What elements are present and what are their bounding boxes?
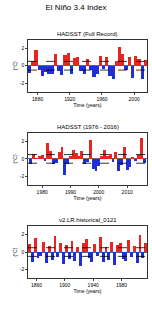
svg-text:2: 2 xyxy=(21,138,24,144)
svg-text:-2: -2 xyxy=(20,266,25,272)
svg-text:1990: 1990 xyxy=(65,189,76,195)
svg-text:(°C): (°C) xyxy=(12,61,18,70)
svg-text:(°C): (°C) xyxy=(12,154,18,163)
svg-text:0: 0 xyxy=(21,249,24,255)
svg-text:Time (years): Time (years) xyxy=(74,195,102,201)
svg-text:1980: 1980 xyxy=(37,189,48,195)
svg-text:0: 0 xyxy=(21,62,24,68)
svg-text:(°C): (°C) xyxy=(12,247,18,256)
svg-text:HADSST (1976 - 2016): HADSST (1976 - 2016) xyxy=(57,124,119,130)
svg-text:-2: -2 xyxy=(20,173,25,179)
svg-text:El Niño 3.4 Index: El Niño 3.4 Index xyxy=(46,3,107,12)
svg-text:-2: -2 xyxy=(20,80,25,86)
svg-text:2: 2 xyxy=(21,45,24,51)
svg-text:HADSST (Full Record): HADSST (Full Record) xyxy=(57,31,118,37)
svg-text:2: 2 xyxy=(21,231,24,237)
svg-text:1920: 1920 xyxy=(64,96,75,102)
svg-text:1880: 1880 xyxy=(32,96,43,102)
svg-text:2000: 2000 xyxy=(129,96,140,102)
svg-text:2010: 2010 xyxy=(122,189,133,195)
svg-text:1860: 1860 xyxy=(31,282,42,288)
svg-text:1960: 1960 xyxy=(96,96,107,102)
svg-text:Time (years): Time (years) xyxy=(74,102,102,108)
svg-text:1940: 1940 xyxy=(88,282,99,288)
svg-text:0: 0 xyxy=(21,156,24,162)
svg-text:Time (years): Time (years) xyxy=(74,288,102,294)
svg-text:1980: 1980 xyxy=(116,282,127,288)
svg-text:2000: 2000 xyxy=(93,189,104,195)
svg-text:v2.LR.historical_0121: v2.LR.historical_0121 xyxy=(59,217,117,223)
svg-text:1900: 1900 xyxy=(59,282,70,288)
